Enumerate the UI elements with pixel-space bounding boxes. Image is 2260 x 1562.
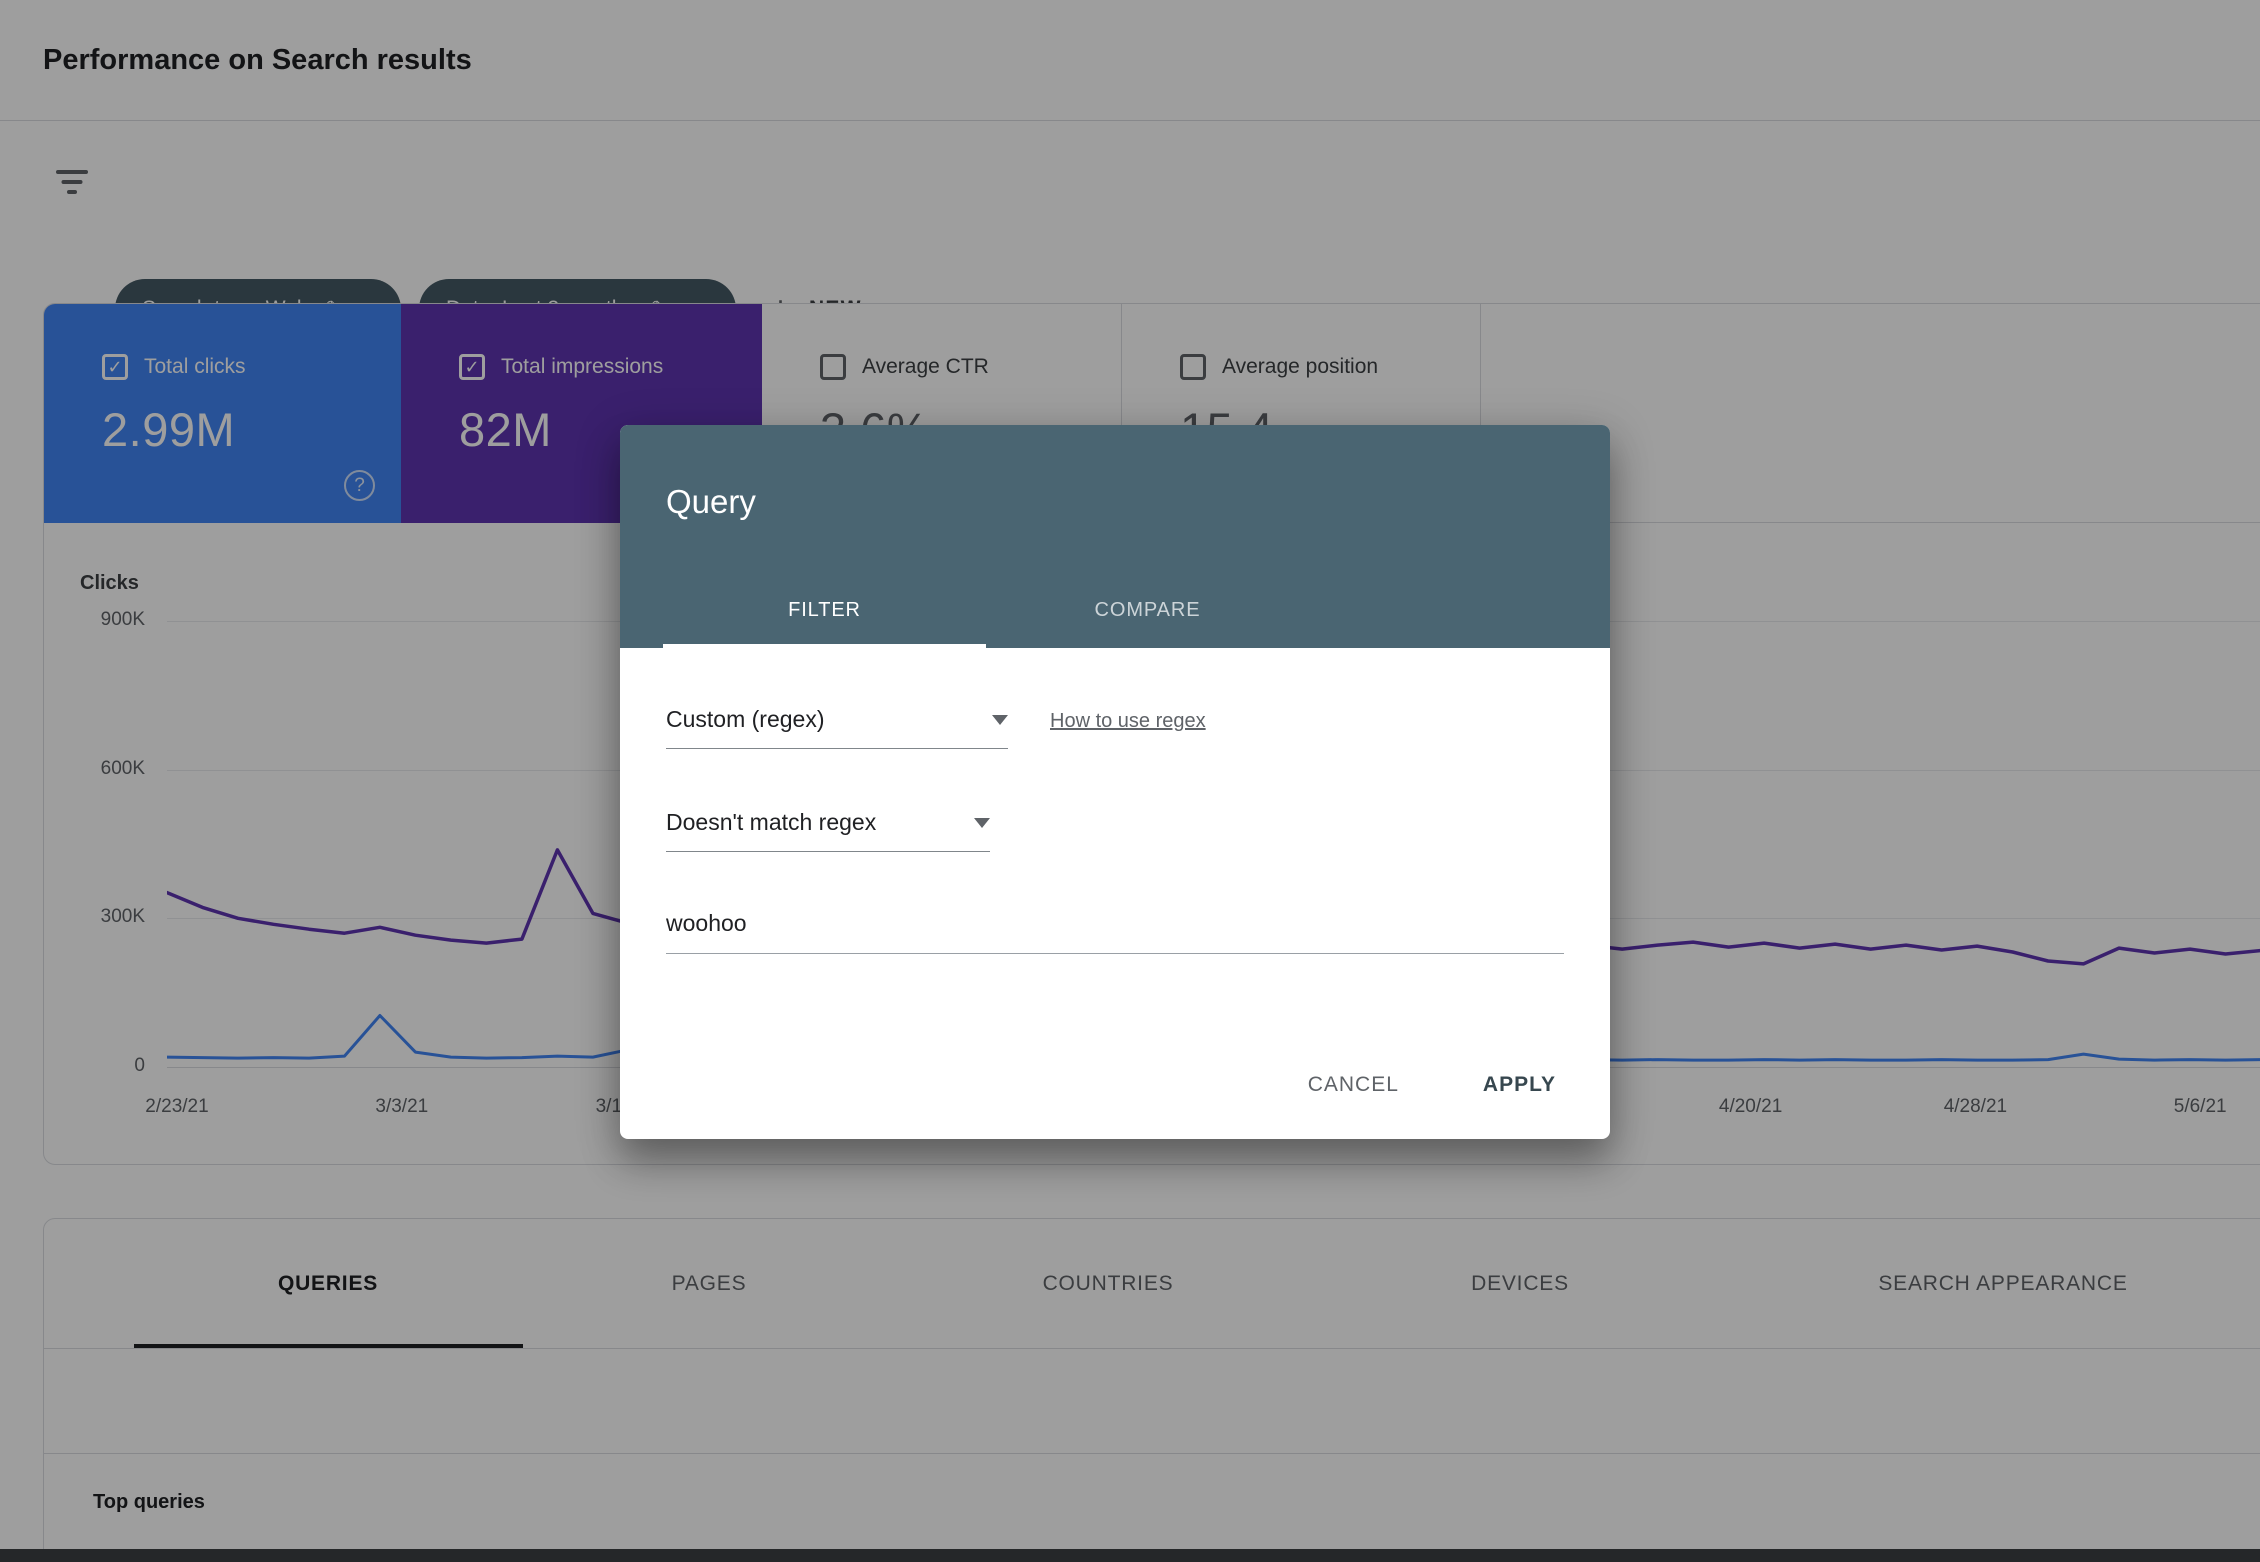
- filter-icon[interactable]: [55, 168, 89, 198]
- tab-search-appearance[interactable]: SEARCH APPEARANCE: [1878, 1272, 2128, 1295]
- query-filter-dialog: Query FILTER COMPARE Custom (regex) How …: [620, 425, 1610, 1139]
- table-column-header-top-queries: Top queries: [93, 1491, 205, 1513]
- tab-queries[interactable]: QUERIES: [277, 1272, 379, 1295]
- total-impressions-checkbox[interactable]: ✓: [459, 354, 485, 380]
- checkmark-icon: ✓: [107, 357, 123, 377]
- y-axis-tick-label: 600K: [100, 758, 145, 779]
- dialog-title: Query: [666, 483, 756, 520]
- x-tick-label: 2/23/21: [145, 1096, 209, 1117]
- regex-condition-dropdown[interactable]: Doesn't match regex: [666, 809, 990, 852]
- dialog-tab-row: FILTER COMPARE: [663, 572, 1309, 648]
- regex-condition-value: Doesn't match regex: [666, 809, 877, 835]
- how-to-use-regex-link[interactable]: How to use regex: [1050, 710, 1206, 732]
- x-tick-label: 3/3/21: [375, 1096, 429, 1117]
- tab-pages[interactable]: PAGES: [671, 1272, 747, 1295]
- dialog-tab-compare[interactable]: COMPARE: [986, 572, 1309, 648]
- regex-value-input[interactable]: woohoo: [666, 910, 1564, 954]
- total-clicks-card[interactable]: ✓ Total clicks 2.99M ?: [44, 304, 401, 523]
- x-tick-label: 4/28/21: [1943, 1096, 2008, 1117]
- metric-card-label: Total clicks: [144, 355, 246, 378]
- dialog-footer: CANCEL APPLY: [620, 1031, 1610, 1139]
- chevron-down-icon: [992, 714, 1008, 725]
- y-axis-title: Clicks: [80, 572, 139, 594]
- x-tick-label: 4/20/21: [1718, 1096, 1783, 1117]
- dimensions-table-panel: QUERIES PAGES COUNTRIES DEVICES SEARCH A…: [43, 1218, 2260, 1562]
- checkmark-icon: ✓: [464, 357, 480, 377]
- apply-button[interactable]: APPLY: [1482, 1073, 1556, 1096]
- dialog-tab-filter[interactable]: FILTER: [663, 572, 986, 648]
- y-axis-tick-label: 900K: [100, 609, 145, 630]
- help-icon[interactable]: ?: [344, 470, 375, 501]
- page-header: Performance on Search results: [0, 0, 2260, 121]
- bottom-dark-strip: [0, 1549, 2260, 1562]
- table-toolbar: [44, 1349, 2260, 1454]
- dialog-tab-filter-label: FILTER: [788, 599, 861, 621]
- page-title: Performance on Search results: [43, 44, 472, 76]
- active-tab-underline: [134, 1344, 523, 1348]
- dialog-header: Query FILTER COMPARE: [620, 425, 1610, 648]
- average-position-checkbox[interactable]: ✓: [1180, 354, 1206, 380]
- filter-type-value: Custom (regex): [666, 706, 825, 732]
- total-clicks-checkbox[interactable]: ✓: [102, 354, 128, 380]
- cancel-button[interactable]: CANCEL: [1307, 1073, 1399, 1096]
- dimension-tab-row: QUERIES PAGES COUNTRIES DEVICES SEARCH A…: [44, 1219, 2260, 1349]
- dialog-tab-compare-label: COMPARE: [1094, 599, 1201, 621]
- dialog-active-tab-underline: [663, 644, 986, 648]
- metric-card-label: Total impressions: [501, 355, 664, 378]
- chevron-down-icon: [974, 817, 990, 828]
- dialog-body: Custom (regex) How to use regex Doesn't …: [620, 648, 1610, 1139]
- tab-devices[interactable]: DEVICES: [1471, 1272, 1569, 1295]
- x-tick-label: 5/6/21: [2173, 1096, 2227, 1117]
- filter-type-dropdown[interactable]: Custom (regex): [666, 706, 1008, 749]
- y-axis-tick-label: 0: [134, 1055, 145, 1076]
- average-ctr-checkbox[interactable]: ✓: [820, 354, 846, 380]
- tab-countries[interactable]: COUNTRIES: [1042, 1272, 1174, 1295]
- y-axis-tick-label: 300K: [100, 906, 145, 927]
- metric-cards-filler: [1481, 304, 2260, 523]
- metric-card-label: Average position: [1222, 355, 1379, 378]
- total-impressions-value: 82M: [459, 403, 552, 456]
- metric-card-label: Average CTR: [862, 355, 989, 378]
- total-clicks-value: 2.99M: [102, 403, 236, 456]
